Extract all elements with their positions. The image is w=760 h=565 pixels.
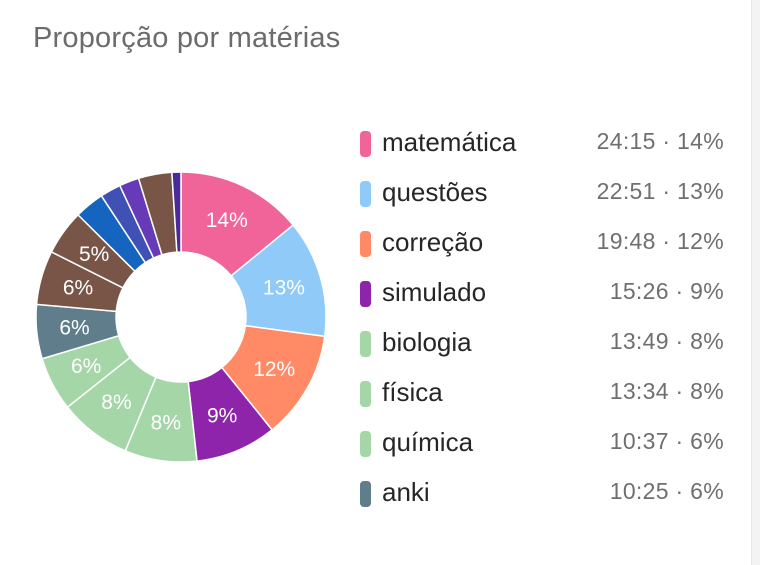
slice-label: 9%	[207, 404, 237, 427]
legend-label: química	[382, 427, 474, 457]
slice-label: 8%	[101, 391, 131, 414]
legend-label: anki	[382, 477, 430, 507]
legend-label: correção	[382, 227, 484, 257]
legend-value: 10:37 · 6%	[609, 428, 724, 454]
legend-item-correção[interactable]: correção 19:48 · 12%	[360, 219, 730, 269]
legend-label: questões	[382, 177, 488, 207]
legend-item-biologia[interactable]: biologia 13:49 · 8%	[360, 319, 730, 369]
legend-swatch	[360, 131, 371, 157]
slice-label: 5%	[79, 243, 109, 266]
legend-swatch	[360, 431, 371, 457]
legend-item-simulado[interactable]: simulado 15:26 · 9%	[360, 269, 730, 319]
legend-item-questões[interactable]: questões 22:51 · 13%	[360, 169, 730, 219]
legend-value: 19:48 · 12%	[596, 228, 724, 254]
legend-item-química[interactable]: química 10:37 · 6%	[360, 419, 730, 469]
slice-label: 12%	[253, 358, 295, 381]
legend-swatch	[360, 481, 371, 507]
slice-label: 6%	[71, 355, 101, 378]
legend-swatch	[360, 231, 371, 257]
legend-swatch	[360, 381, 371, 407]
legend-label: simulado	[382, 277, 487, 307]
donut-chart: 14%13%12%9%8%8%6%6%6%5%	[35, 171, 327, 463]
legend-value: 22:51 · 13%	[596, 178, 724, 204]
slice-label: 13%	[263, 276, 305, 299]
slice-label: 8%	[151, 411, 181, 434]
legend-value: 10:25 · 6%	[609, 478, 724, 504]
legend-swatch	[360, 331, 371, 357]
legend: matemática 24:15 · 14% questões 22:51 · 13%…	[360, 119, 730, 519]
legend-label: biologia	[382, 327, 472, 357]
legend-item-matemática[interactable]: matemática 24:15 · 14%	[360, 119, 730, 169]
legend-label: matemática	[382, 127, 517, 157]
legend-swatch	[360, 281, 371, 307]
legend-value: 15:26 · 9%	[609, 278, 724, 304]
slice-label: 6%	[63, 276, 93, 299]
slice-label: 6%	[59, 316, 89, 339]
slice-other-14[interactable]	[171, 171, 182, 253]
legend-item-anki[interactable]: anki 10:25 · 6%	[360, 469, 730, 519]
legend-item-física[interactable]: física 13:34 · 8%	[360, 369, 730, 419]
card-title: Proporção por matérias	[33, 22, 341, 54]
slice-label: 14%	[206, 209, 248, 232]
legend-swatch	[360, 181, 371, 207]
legend-value: 24:15 · 14%	[596, 128, 724, 154]
legend-value: 13:49 · 8%	[609, 328, 724, 354]
legend-label: física	[382, 377, 443, 407]
legend-value: 13:34 · 8%	[609, 378, 724, 404]
